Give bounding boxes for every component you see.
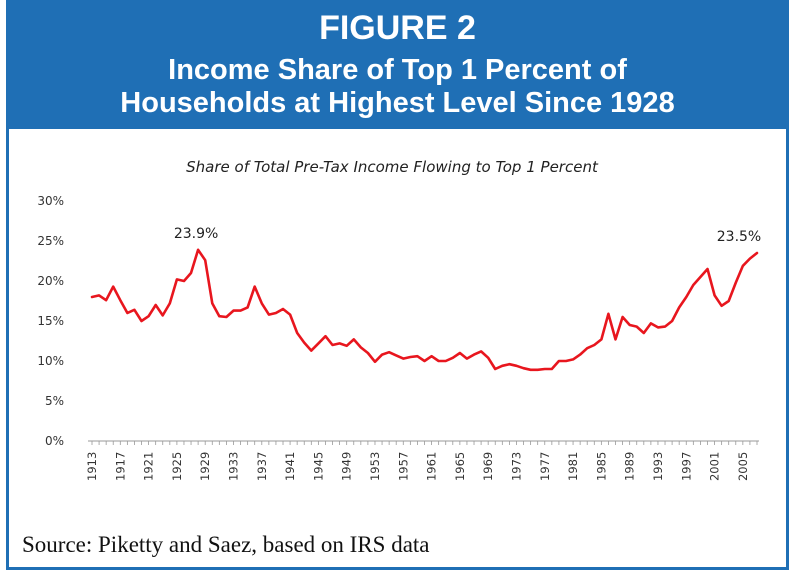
x-tick-label: 1997 [679, 452, 693, 481]
x-tick-label: 2001 [708, 452, 722, 481]
figure-frame: FIGURE 2 Income Share of Top 1 Percent o… [6, 0, 789, 570]
x-tick-label: 1993 [651, 452, 665, 481]
source-note: Source: Piketty and Saez, based on IRS d… [22, 532, 430, 557]
figure-label: FIGURE 2 [319, 9, 476, 47]
y-tick-label: 25% [37, 234, 64, 248]
x-tick-label: 1933 [226, 452, 240, 481]
y-tick-label: 0% [45, 434, 64, 448]
chart-subtitle: Share of Total Pre-Tax Income Flowing to… [186, 158, 599, 176]
x-tick-label: 1941 [283, 452, 297, 481]
x-tick-label: 1925 [170, 452, 184, 481]
figure-header: FIGURE 2 Income Share of Top 1 Percent o… [9, 3, 786, 129]
series-group [90, 248, 759, 372]
series-line [90, 248, 759, 372]
x-tick-label: 1969 [481, 452, 495, 481]
x-tick-label: 1929 [198, 452, 212, 481]
figure-title: Income Share of Top 1 Percent of Househo… [9, 54, 786, 120]
x-tick-label: 2005 [736, 452, 750, 481]
annotations: 23.9% 23.5% [174, 226, 761, 245]
x-tick-label: 1937 [255, 452, 269, 481]
figure-title-line2: Households at Highest Level Since 1928 [120, 87, 675, 119]
x-tick-label: 1913 [85, 452, 99, 481]
x-tick-label: 1981 [566, 452, 580, 481]
x-tick-label: 1953 [368, 452, 382, 481]
data-label: 23.5% [717, 229, 761, 245]
y-tick-label: 10% [37, 354, 64, 368]
y-tick-label: 30% [37, 194, 64, 208]
x-tick-label: 1945 [311, 452, 325, 481]
x-tick-label: 1921 [142, 452, 156, 481]
y-tick-label: 20% [37, 274, 64, 288]
y-tick-label: 15% [37, 314, 64, 328]
y-axis: 0% 5% 10% 15% 20% 25% 30% [37, 194, 64, 448]
x-tick-label: 1965 [453, 452, 467, 481]
x-tick-label: 1985 [594, 452, 608, 481]
x-tick-label: 1973 [509, 452, 523, 481]
x-tick-label: 1957 [396, 452, 410, 481]
y-tick-label: 5% [45, 394, 64, 408]
x-tick-label: 1961 [425, 452, 439, 481]
x-tick-label: 1917 [113, 452, 127, 481]
data-label: 23.9% [174, 226, 218, 242]
x-tick-label: 1977 [538, 452, 552, 481]
x-tick-label: 1949 [340, 452, 354, 481]
x-tick-label: 1989 [623, 452, 637, 481]
figure-title-line1: Income Share of Top 1 Percent of [168, 54, 627, 86]
x-axis: 1913 1917 1921 1925 1929 1933 1937 1941 1945 1949… [85, 440, 759, 481]
